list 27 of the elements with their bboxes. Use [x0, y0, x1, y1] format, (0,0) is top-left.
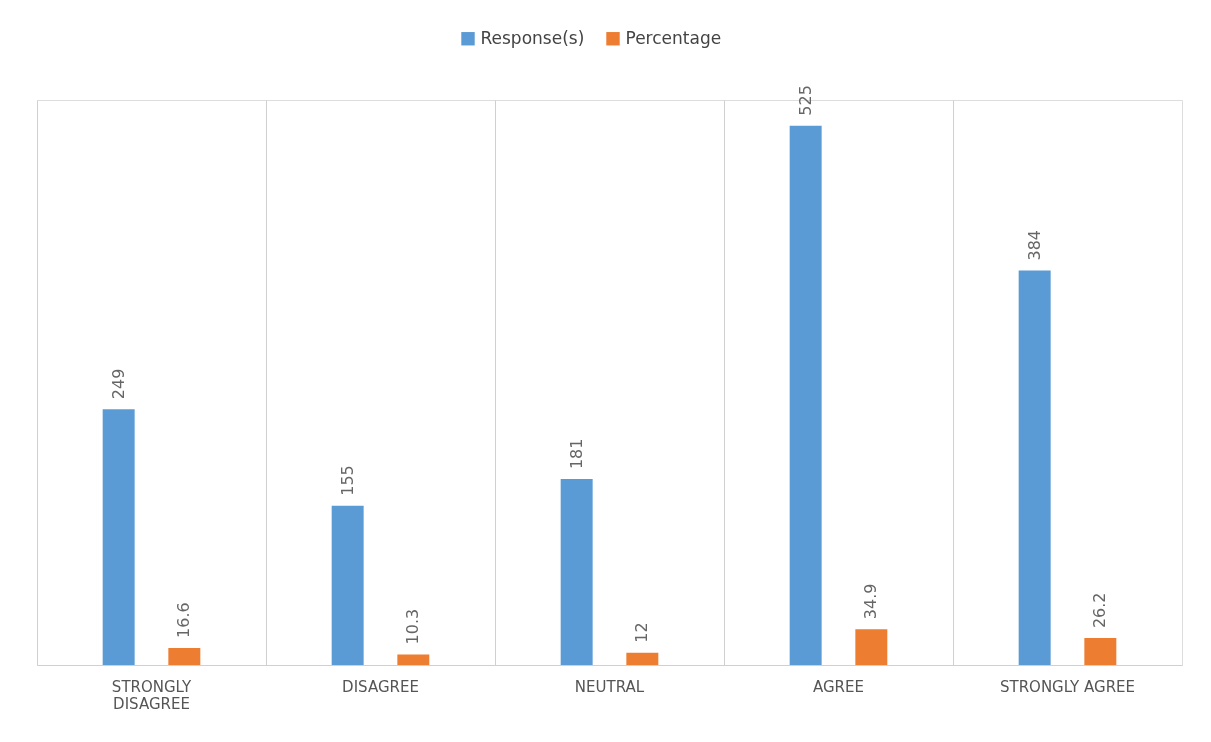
data-label: 26.2	[1090, 592, 1110, 629]
x-tick-label: NEUTRAL	[574, 677, 645, 696]
bar	[855, 629, 888, 665]
bar	[168, 647, 201, 665]
data-label: 10.3	[403, 608, 423, 645]
data-label: 34.9	[861, 583, 881, 620]
bar	[331, 505, 364, 665]
legend-label: Response(s)	[480, 27, 585, 48]
bar	[1018, 270, 1051, 665]
data-label: 155	[337, 465, 357, 496]
x-tick-label: DISAGREE	[342, 677, 419, 696]
data-label: 16.6	[174, 602, 194, 638]
bar	[397, 654, 430, 665]
bar	[560, 479, 593, 665]
data-label: 525	[795, 85, 815, 116]
data-label: 181	[566, 438, 586, 470]
x-tick-label: AGREE	[813, 677, 864, 696]
data-label: 12	[632, 622, 652, 643]
bar	[1084, 638, 1117, 665]
bar	[789, 125, 822, 665]
data-label: 384	[1024, 229, 1044, 261]
data-label: 249	[108, 368, 128, 400]
legend-label: Percentage	[625, 27, 722, 48]
x-tick-label: STRONGLY AGREE	[999, 677, 1136, 696]
x-tick-label: STRONGLY DISAGREE	[111, 677, 192, 713]
bar	[626, 652, 659, 665]
bar	[102, 409, 135, 665]
